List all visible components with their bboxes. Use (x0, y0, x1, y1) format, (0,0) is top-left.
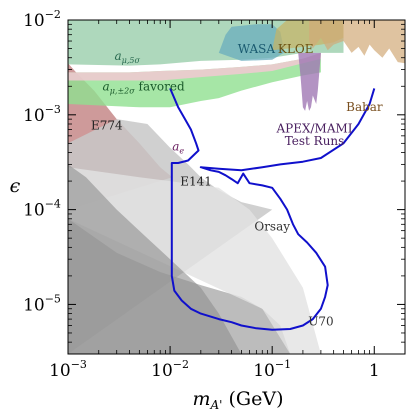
label-u70: U70 (308, 315, 333, 329)
region-wasa (218, 24, 284, 61)
region-babar (309, 20, 405, 64)
label-e141: E141 (180, 174, 212, 188)
label-a-e: ae (172, 140, 184, 156)
region-a-e (68, 164, 242, 354)
reach-curve-layer (169, 88, 376, 331)
region-a-mu-pink-band (68, 52, 321, 81)
label-orsay: Orsay (254, 220, 290, 234)
label-a-mu-5sigma: aμ,5σ (114, 49, 140, 65)
y-tick-label: 10−5 (23, 292, 61, 315)
x-tick-label: 10−1 (253, 358, 291, 381)
y-axis-title: ϵ (10, 175, 21, 197)
region-orsay-light (68, 167, 321, 354)
label-kloe: KLOE (278, 42, 314, 56)
axis-tick-labels: 10−3 10−2 10−1 1 10−5 10−4 10−3 10−2 (23, 8, 380, 381)
x-axis-title: mA' (GeV) (192, 388, 283, 412)
x-tick-label: 10−2 (151, 358, 189, 381)
y-tick-label: 10−4 (23, 198, 61, 221)
label-e774: E774 (91, 119, 123, 133)
exclusion-regions (68, 20, 405, 354)
reach-curve (169, 88, 376, 331)
label-test-runs: Test Runs (285, 134, 345, 148)
y-tick-label: 10−2 (23, 8, 61, 31)
label-apex-mami: APEX/MAMI (275, 122, 352, 136)
plot-frame (67, 19, 406, 355)
region-apex-mami (298, 52, 321, 111)
x-tick-label: 1 (369, 361, 380, 381)
label-a-mu-favored: aμ,±2σ favored (103, 80, 185, 96)
axis-ticks (67, 19, 406, 355)
y-tick-label: 10−3 (23, 103, 61, 126)
region-annotations: aμ,5σ aμ,±2σ favored WASA KLOE APEX/MAMITest… (91, 42, 383, 329)
label-babar: Babar (346, 100, 383, 114)
x-tick-label: 10−3 (49, 358, 87, 381)
label-wasa: WASA (238, 42, 276, 56)
